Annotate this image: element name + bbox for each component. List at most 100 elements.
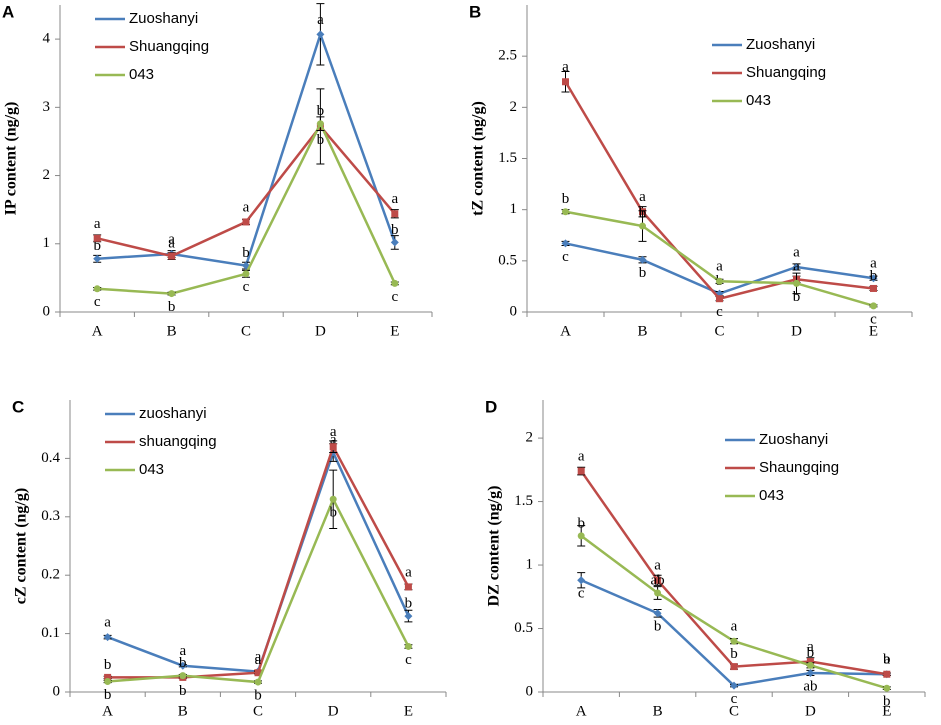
marker — [93, 285, 101, 293]
marker — [391, 210, 399, 218]
legend-label: Shuangqing — [129, 38, 209, 55]
significance-letter: b — [883, 652, 891, 668]
significance-letter: ab — [651, 572, 665, 588]
significance-letter: c — [405, 652, 412, 668]
marker — [577, 532, 585, 540]
significance-letter: a — [330, 432, 337, 448]
y-tick-label: 2.5 — [498, 48, 517, 64]
legend-label: 043 — [759, 487, 784, 504]
significance-letter: a — [731, 619, 738, 635]
marker — [168, 290, 176, 298]
marker — [653, 609, 662, 618]
panel-label: C — [12, 397, 24, 416]
marker — [316, 30, 325, 39]
y-tick-label: 2 — [526, 430, 534, 446]
y-tick-label: 1 — [526, 556, 534, 572]
significance-letter: b — [807, 645, 815, 661]
significance-letter: c — [562, 249, 569, 265]
significance-letter: a — [870, 256, 877, 272]
x-tick-label: B — [637, 323, 647, 339]
significance-letter: a — [639, 189, 646, 205]
marker — [329, 443, 337, 451]
significance-letter: a — [94, 216, 101, 232]
x-tick-label: E — [882, 703, 891, 719]
y-tick-label: 0 — [526, 683, 534, 699]
significance-letter: ab — [803, 678, 817, 694]
marker — [806, 658, 814, 666]
y-axis-title: tZ content (ng/g) — [470, 101, 487, 216]
legend-label: 043 — [139, 461, 164, 478]
y-axis-title: IP content (ng/g) — [3, 102, 20, 216]
significance-letter: b — [254, 688, 262, 704]
significance-letter: c — [870, 311, 877, 327]
significance-letter: a — [391, 191, 398, 207]
legend-label: Shuangqing — [746, 64, 826, 81]
marker — [391, 279, 399, 287]
legend-label: Zuoshanyi — [129, 10, 198, 27]
y-tick-label: 3 — [43, 99, 51, 115]
significance-letter: a — [883, 652, 890, 668]
significance-letter: a — [317, 12, 324, 28]
series-line — [107, 443, 410, 679]
significance-letter: a — [793, 244, 800, 260]
y-tick-label: 0 — [43, 303, 51, 319]
marker — [730, 663, 738, 671]
significance-letter: a — [255, 649, 262, 665]
x-tick-label: C — [241, 323, 251, 339]
marker — [329, 495, 337, 503]
y-tick-label: 0.5 — [514, 620, 533, 636]
y-tick-label: 0 — [53, 683, 61, 699]
marker — [577, 576, 586, 585]
significance-letter: a — [793, 259, 800, 275]
significance-letter: a — [405, 564, 412, 580]
legend-label: 043 — [746, 92, 771, 109]
x-tick-label: C — [253, 703, 263, 719]
x-tick-label: A — [560, 323, 571, 339]
marker — [254, 669, 262, 677]
significance-letter: c — [716, 304, 723, 320]
marker — [716, 277, 723, 285]
y-axis-title: DZ content (ng/g) — [486, 486, 503, 607]
significance-letter: b — [870, 268, 878, 284]
significance-letter: a — [654, 558, 661, 574]
significance-letter: b — [577, 515, 585, 531]
significance-letter: c — [391, 289, 398, 305]
marker — [103, 633, 112, 642]
significance-letter: b — [168, 299, 176, 315]
x-tick-label: D — [791, 323, 802, 339]
significance-letter: a — [562, 59, 569, 75]
significance-letter: a — [179, 643, 186, 659]
marker — [883, 684, 891, 692]
x-tick-label: D — [328, 703, 339, 719]
significance-letter: b — [405, 596, 413, 612]
significance-letter: b — [93, 238, 101, 254]
marker — [104, 677, 112, 685]
significance-letter: a — [168, 235, 175, 251]
marker — [806, 661, 814, 669]
marker — [242, 218, 250, 226]
series-line — [96, 124, 396, 258]
marker — [178, 661, 187, 670]
marker — [654, 589, 662, 597]
significance-letter: a — [255, 652, 262, 668]
x-tick-label: E — [404, 703, 413, 719]
x-tick-label: A — [92, 323, 103, 339]
marker — [870, 302, 877, 310]
significance-letter: a — [243, 199, 250, 215]
significance-letter: a — [104, 615, 111, 631]
significance-letter: a — [716, 259, 723, 275]
significance-letter: c — [578, 586, 585, 602]
marker — [716, 295, 723, 303]
marker — [654, 576, 662, 584]
marker — [93, 234, 101, 242]
significance-letter: b — [639, 205, 647, 221]
y-tick-label: 2 — [510, 99, 518, 115]
significance-letter: c — [243, 279, 250, 295]
panel-label: D — [485, 397, 497, 416]
marker — [639, 222, 646, 230]
significance-letter: b — [179, 655, 187, 671]
significance-letter: a — [168, 231, 175, 247]
y-tick-label: 0.1 — [41, 625, 60, 641]
marker — [730, 681, 738, 690]
significance-letter: b — [730, 646, 738, 662]
